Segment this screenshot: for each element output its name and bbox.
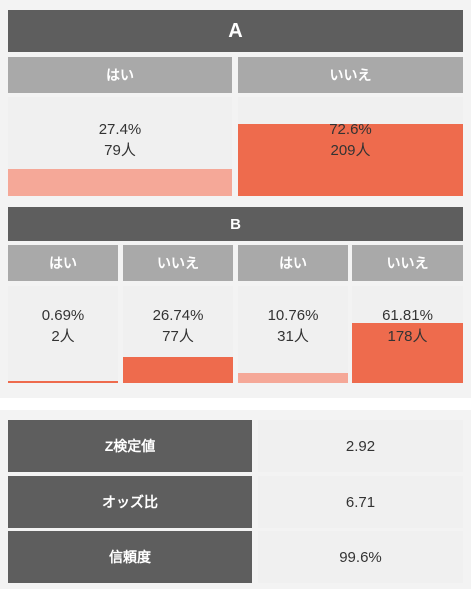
group-a-bar-yes bbox=[8, 169, 232, 196]
percent-label: 10.76% bbox=[267, 307, 319, 324]
statistics-table: Z検定値 2.92 オッズ比 6.71 信頼度 99.6% bbox=[0, 410, 471, 589]
group-b-bar-1 bbox=[8, 381, 118, 383]
group-a-value-yes: 27.4% 79人 bbox=[8, 119, 232, 161]
group-a-header-yes: はい bbox=[8, 57, 232, 93]
group-b-cell-1: 0.69% 2人 bbox=[8, 286, 118, 383]
group-a-cell-no: 72.6% 209人 bbox=[238, 97, 463, 196]
group-b-cell-2: 26.74% 77人 bbox=[123, 286, 233, 383]
z-test-label: Z検定値 bbox=[8, 420, 252, 472]
odds-ratio-label: オッズ比 bbox=[8, 476, 252, 528]
group-b-header-4: いいえ bbox=[352, 245, 463, 281]
group-a-header-no: いいえ bbox=[238, 57, 463, 93]
group-a-value-no: 72.6% 209人 bbox=[238, 119, 463, 161]
group-b-header-1: はい bbox=[8, 245, 118, 281]
percent-label: 61.81% bbox=[382, 307, 433, 324]
count-label: 209人 bbox=[330, 142, 371, 159]
confidence-value: 99.6% bbox=[258, 531, 463, 583]
group-a-title: A bbox=[8, 10, 463, 52]
percent-label: 72.6% bbox=[329, 121, 372, 138]
z-test-value: 2.92 bbox=[258, 420, 463, 472]
count-label: 79人 bbox=[104, 142, 136, 159]
group-b-header-2: いいえ bbox=[123, 245, 233, 281]
group-b-bar-2 bbox=[123, 357, 233, 383]
percent-label: 0.69% bbox=[41, 307, 85, 324]
odds-ratio-value: 6.71 bbox=[258, 476, 463, 528]
crosstab-panel: A はい いいえ 27.4% 79人 72.6% 209人 B はい いいえ は… bbox=[0, 0, 471, 398]
count-label: 31人 bbox=[277, 328, 309, 345]
group-b-bar-3 bbox=[238, 373, 348, 383]
count-label: 77人 bbox=[162, 328, 194, 345]
percent-label: 26.74% bbox=[152, 307, 204, 324]
confidence-label: 信頼度 bbox=[8, 531, 252, 583]
group-b-cell-3: 10.76% 31人 bbox=[238, 286, 348, 383]
group-b-value-3: 10.76% 31人 bbox=[238, 305, 348, 347]
count-label: 178人 bbox=[387, 328, 428, 345]
group-b-value-2: 26.74% 77人 bbox=[123, 305, 233, 347]
group-b-header-3: はい bbox=[238, 245, 348, 281]
percent-label: 27.4% bbox=[98, 121, 142, 138]
group-b-value-1: 0.69% 2人 bbox=[8, 305, 118, 347]
group-b-bar-4 bbox=[352, 323, 463, 383]
count-label: 2人 bbox=[51, 328, 75, 345]
group-b-title: B bbox=[8, 207, 463, 241]
group-a-bar-no bbox=[238, 124, 463, 196]
group-b-value-4: 61.81% 178人 bbox=[352, 305, 463, 347]
group-a-cell-yes: 27.4% 79人 bbox=[8, 97, 232, 196]
group-b-cell-4: 61.81% 178人 bbox=[352, 286, 463, 383]
